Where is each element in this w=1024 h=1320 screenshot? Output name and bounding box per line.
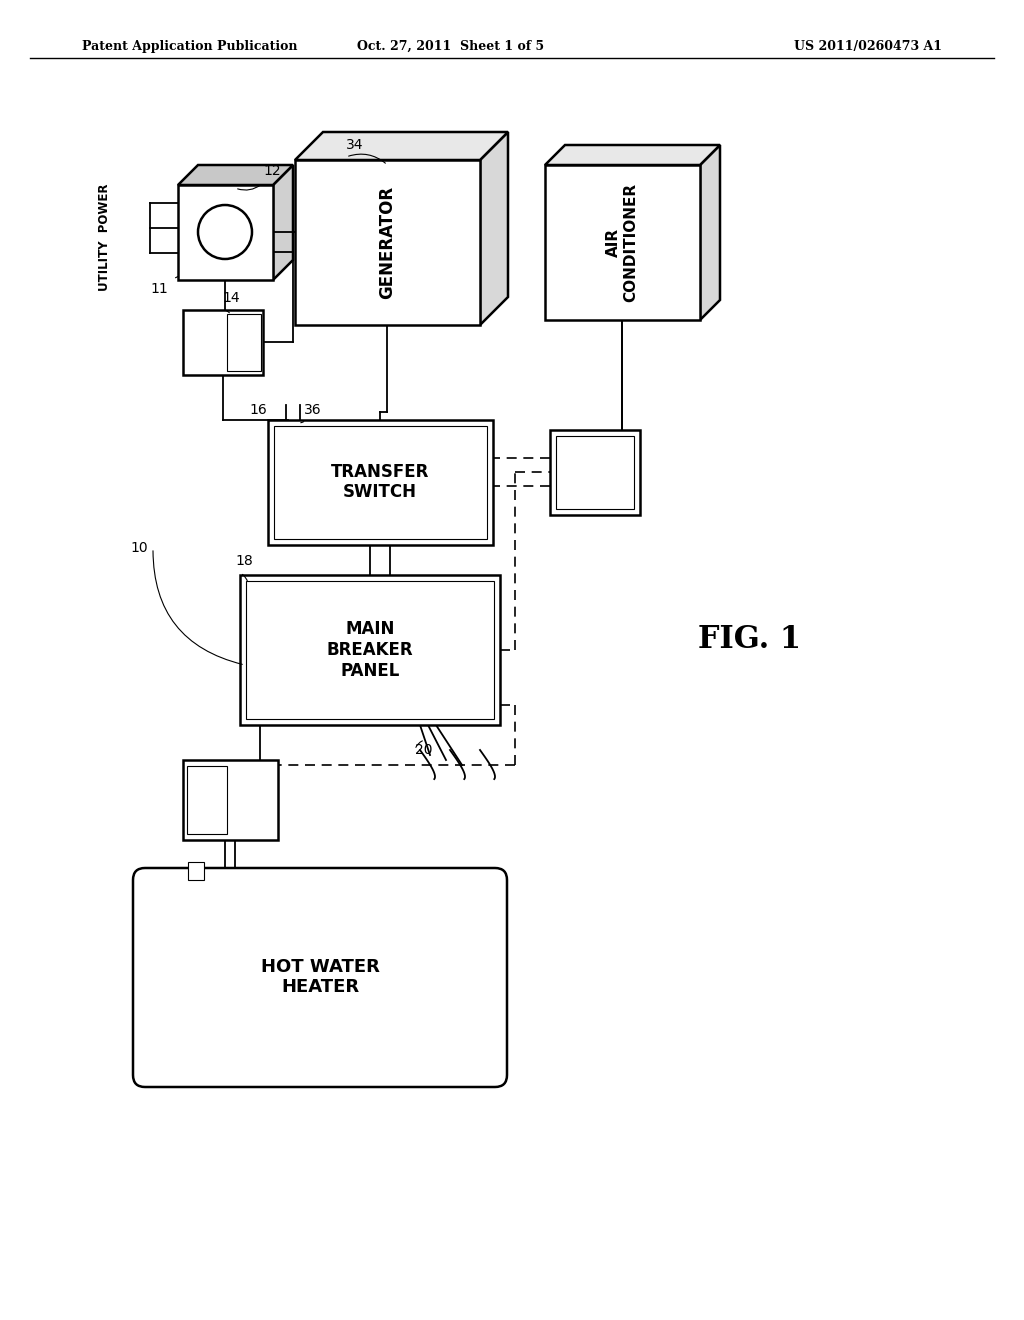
Bar bbox=[187, 766, 227, 834]
Bar bbox=[178, 185, 273, 280]
Polygon shape bbox=[480, 132, 508, 325]
Circle shape bbox=[198, 205, 252, 259]
Bar bbox=[268, 420, 493, 545]
Text: Oct. 27, 2011  Sheet 1 of 5: Oct. 27, 2011 Sheet 1 of 5 bbox=[357, 40, 544, 53]
Bar bbox=[545, 165, 700, 319]
Text: FIG. 1: FIG. 1 bbox=[698, 624, 802, 656]
Polygon shape bbox=[295, 132, 508, 160]
Bar bbox=[183, 760, 278, 840]
Bar bbox=[246, 581, 494, 719]
Bar bbox=[550, 430, 640, 515]
Text: 36: 36 bbox=[304, 403, 322, 417]
Text: 11: 11 bbox=[151, 282, 168, 296]
Text: 12: 12 bbox=[263, 164, 281, 178]
Text: 18: 18 bbox=[234, 554, 253, 568]
Bar bbox=[188, 862, 204, 880]
Polygon shape bbox=[700, 145, 720, 319]
Bar bbox=[274, 426, 487, 539]
Bar bbox=[240, 576, 500, 725]
Text: 34: 34 bbox=[346, 139, 364, 152]
Text: UTILITY  POWER: UTILITY POWER bbox=[98, 183, 112, 290]
Text: 16: 16 bbox=[249, 403, 267, 417]
FancyBboxPatch shape bbox=[133, 869, 507, 1086]
Text: TRANSFER
SWITCH: TRANSFER SWITCH bbox=[331, 462, 429, 502]
Bar bbox=[227, 314, 260, 371]
Text: US 2011/0260473 A1: US 2011/0260473 A1 bbox=[794, 40, 942, 53]
Text: 10: 10 bbox=[130, 541, 148, 554]
Text: Patent Application Publication: Patent Application Publication bbox=[82, 40, 297, 53]
Text: 14: 14 bbox=[222, 290, 240, 305]
Text: GENERATOR: GENERATOR bbox=[378, 185, 396, 298]
Polygon shape bbox=[178, 165, 293, 185]
Polygon shape bbox=[273, 165, 293, 280]
Bar bbox=[556, 436, 634, 510]
Text: MAIN
BREAKER
PANEL: MAIN BREAKER PANEL bbox=[327, 620, 414, 680]
Text: HOT WATER
HEATER: HOT WATER HEATER bbox=[260, 957, 380, 997]
Bar bbox=[295, 160, 480, 325]
Polygon shape bbox=[545, 145, 720, 165]
Bar bbox=[183, 310, 263, 375]
Text: AIR
CONDITIONER: AIR CONDITIONER bbox=[606, 182, 638, 301]
Text: 20: 20 bbox=[415, 743, 432, 756]
